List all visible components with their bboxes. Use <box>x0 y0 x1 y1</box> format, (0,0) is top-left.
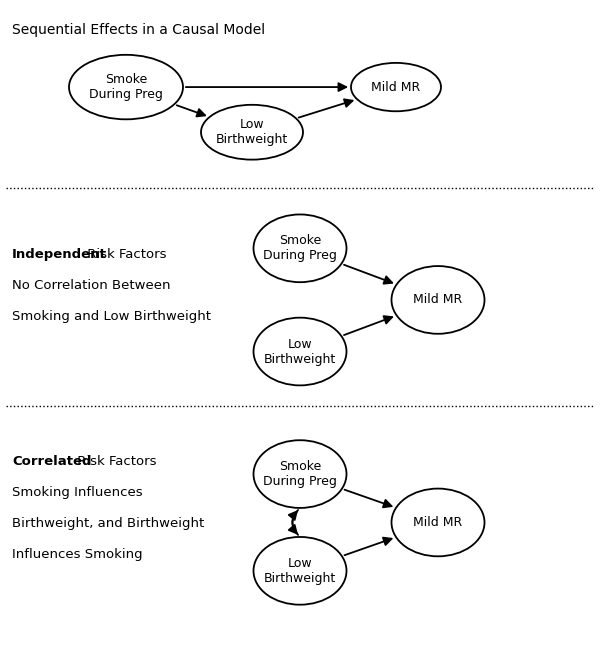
Text: Mild MR: Mild MR <box>413 293 463 306</box>
Text: Smoking and Low Birthweight: Smoking and Low Birthweight <box>12 310 211 323</box>
Text: Birthweight, and Birthweight: Birthweight, and Birthweight <box>12 517 204 530</box>
Text: Smoke
During Preg: Smoke During Preg <box>263 460 337 488</box>
Text: Low
Birthweight: Low Birthweight <box>216 118 288 146</box>
Ellipse shape <box>201 104 303 160</box>
Text: Correlated: Correlated <box>12 455 91 468</box>
Ellipse shape <box>254 214 347 283</box>
Text: Mild MR: Mild MR <box>413 516 463 529</box>
Text: Mild MR: Mild MR <box>371 81 421 94</box>
Ellipse shape <box>254 317 347 386</box>
Ellipse shape <box>392 489 485 556</box>
Ellipse shape <box>351 63 441 112</box>
Text: Risk Factors: Risk Factors <box>83 248 166 261</box>
Ellipse shape <box>69 55 183 119</box>
Text: Smoke
During Preg: Smoke During Preg <box>263 234 337 263</box>
Text: Independent: Independent <box>12 248 107 261</box>
Text: Risk Factors: Risk Factors <box>73 455 157 468</box>
Ellipse shape <box>254 440 347 508</box>
Ellipse shape <box>254 537 347 605</box>
Text: Influences Smoking: Influences Smoking <box>12 548 143 561</box>
Text: Sequential Effects in a Causal Model: Sequential Effects in a Causal Model <box>12 23 265 37</box>
Text: Low
Birthweight: Low Birthweight <box>264 557 336 585</box>
Ellipse shape <box>392 266 485 334</box>
Text: No Correlation Between: No Correlation Between <box>12 279 170 292</box>
Text: Smoking Influences: Smoking Influences <box>12 486 143 499</box>
Text: Low
Birthweight: Low Birthweight <box>264 337 336 366</box>
Text: Smoke
During Preg: Smoke During Preg <box>89 73 163 101</box>
